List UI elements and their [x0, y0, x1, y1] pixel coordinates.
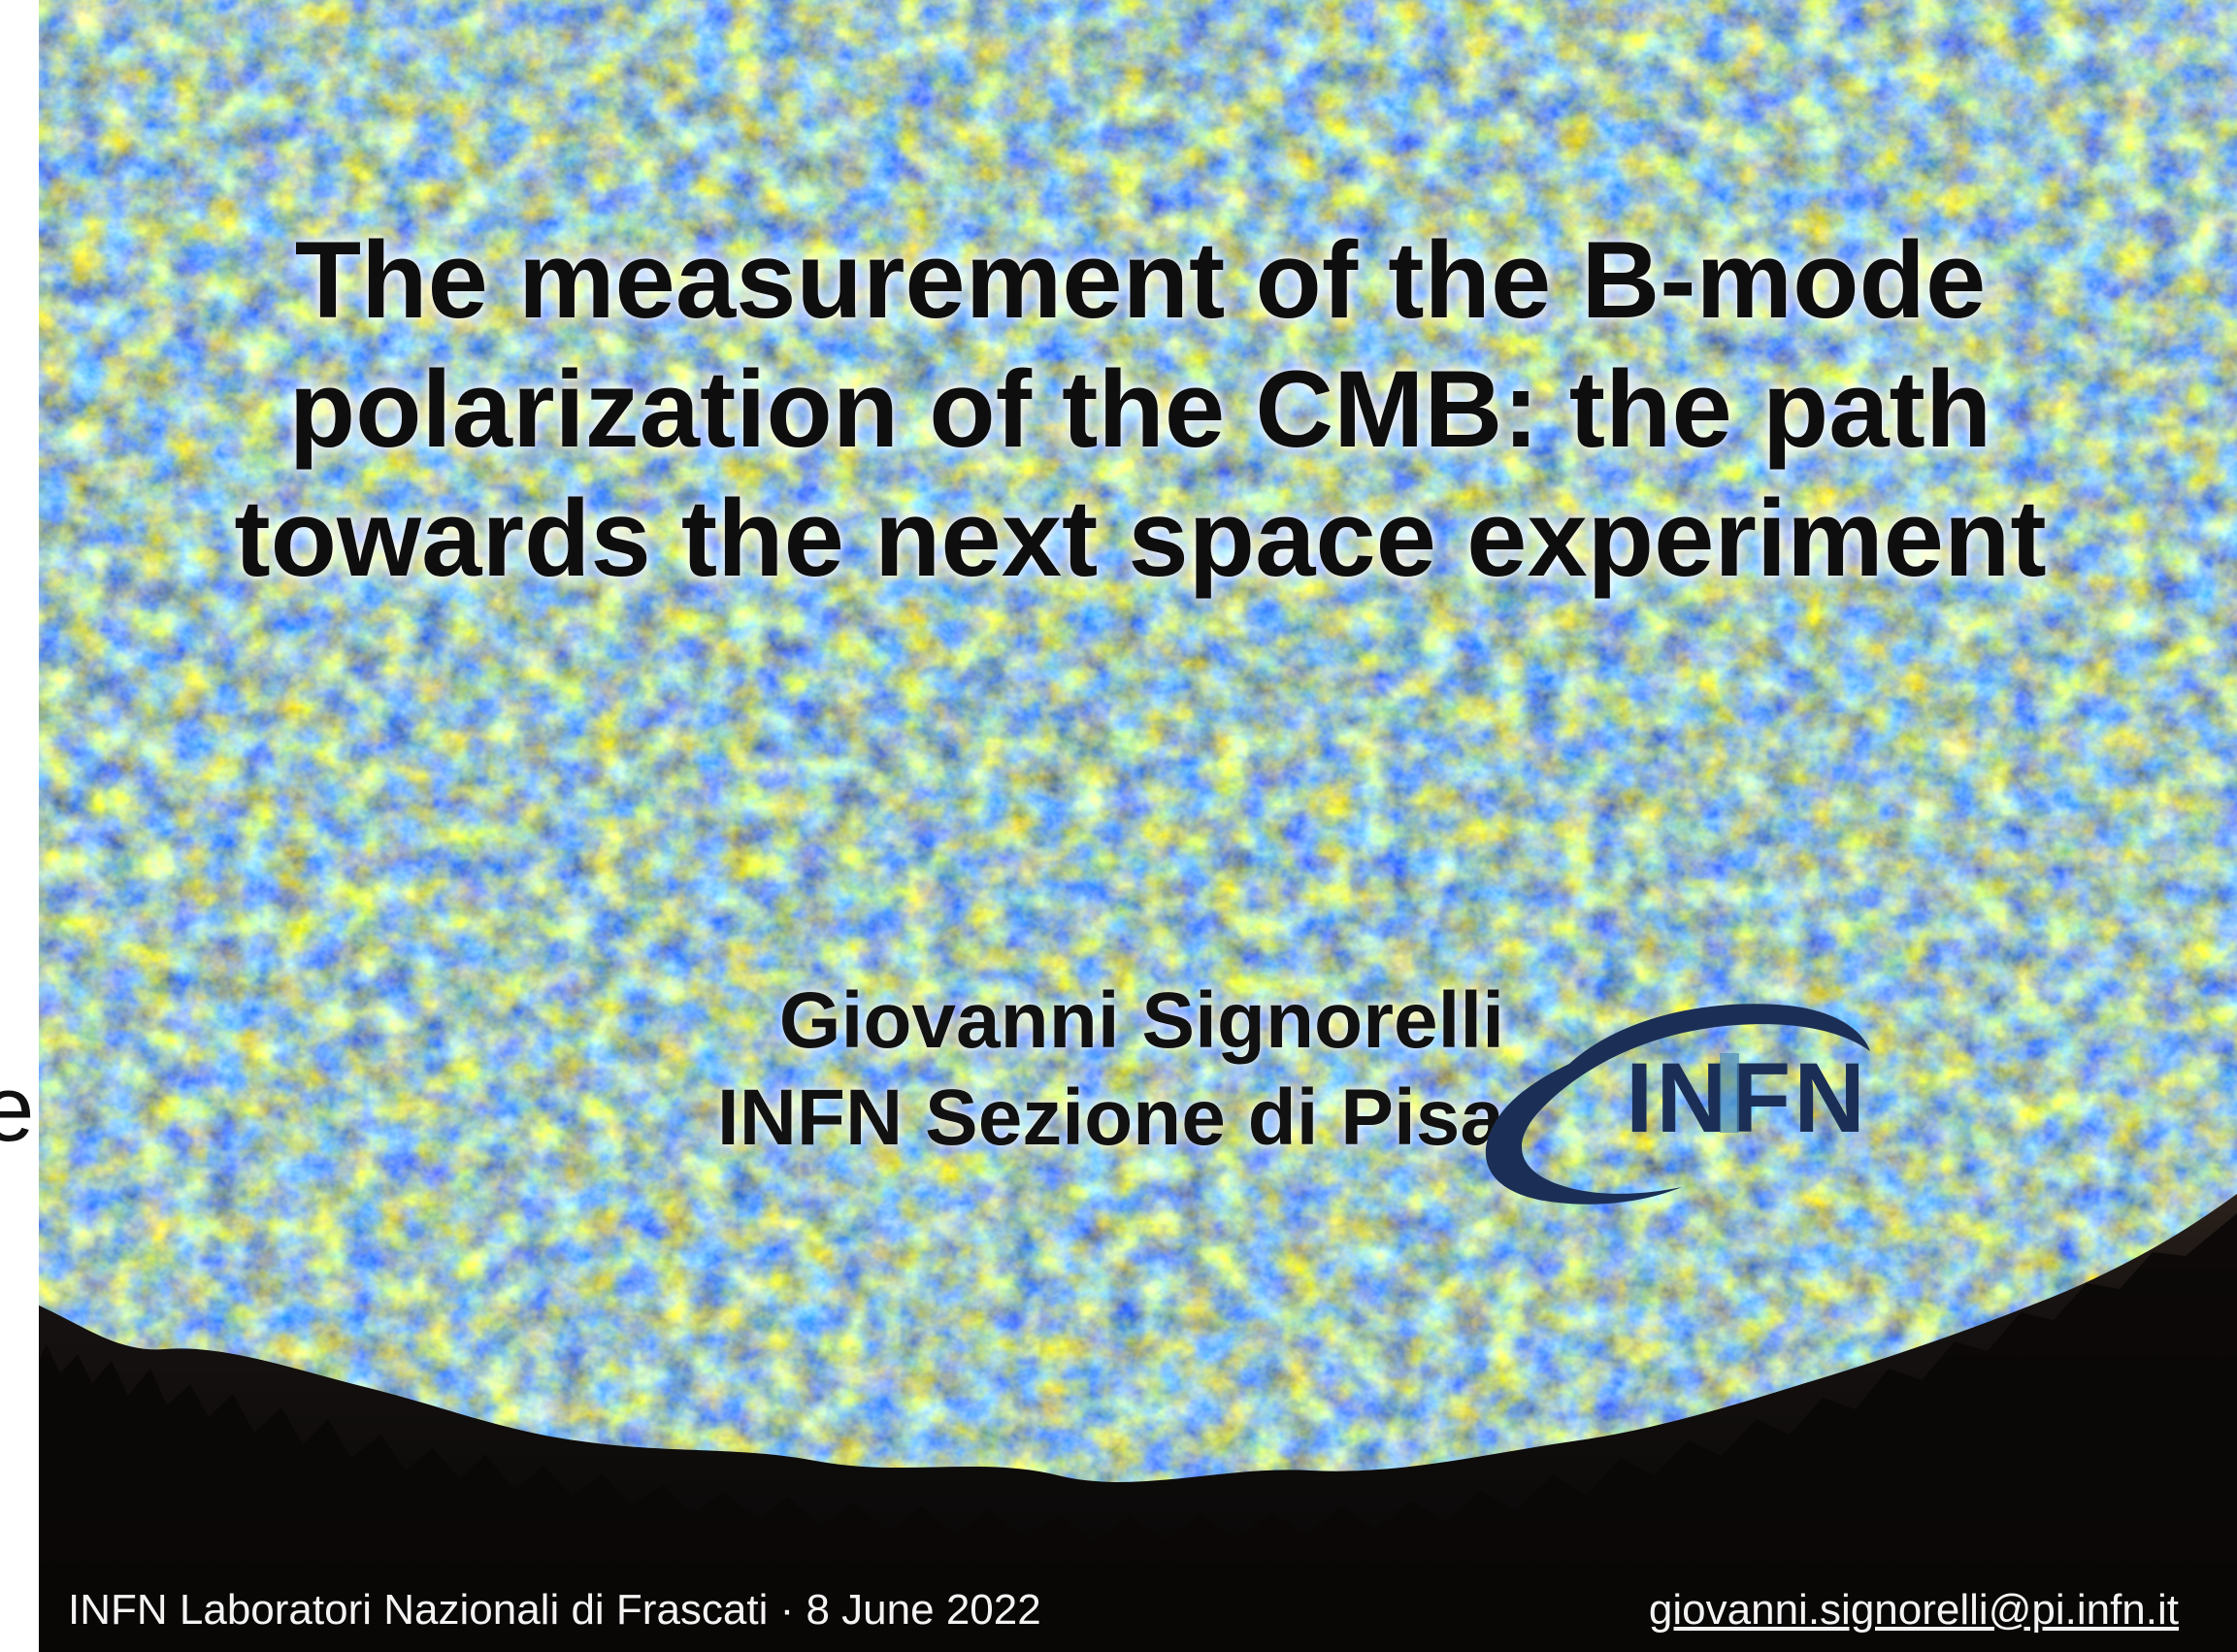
author-block: Giovanni Signorelli INFN Sezione di Pisa — [437, 973, 1504, 1167]
logo-text: INFN — [1626, 1042, 1868, 1153]
footer-email[interactable]: giovanni.signorelli@pi.infn.it — [1648, 1586, 2179, 1634]
slide-title: The measurement of the B-mode polarizati… — [234, 219, 2047, 599]
infn-logo-icon: INFN — [1485, 1004, 1870, 1205]
author-name: Giovanni Signorelli — [778, 976, 1504, 1065]
logo-swoosh — [1485, 1004, 1870, 1205]
author-affiliation: INFN Sezione di Pisa — [716, 1074, 1504, 1162]
left-margin-strip — [0, 0, 39, 1652]
stray-letter: e — [0, 1057, 35, 1161]
footer-venue-date: INFN Laboratori Nazionali di Frascati · … — [68, 1586, 1041, 1634]
